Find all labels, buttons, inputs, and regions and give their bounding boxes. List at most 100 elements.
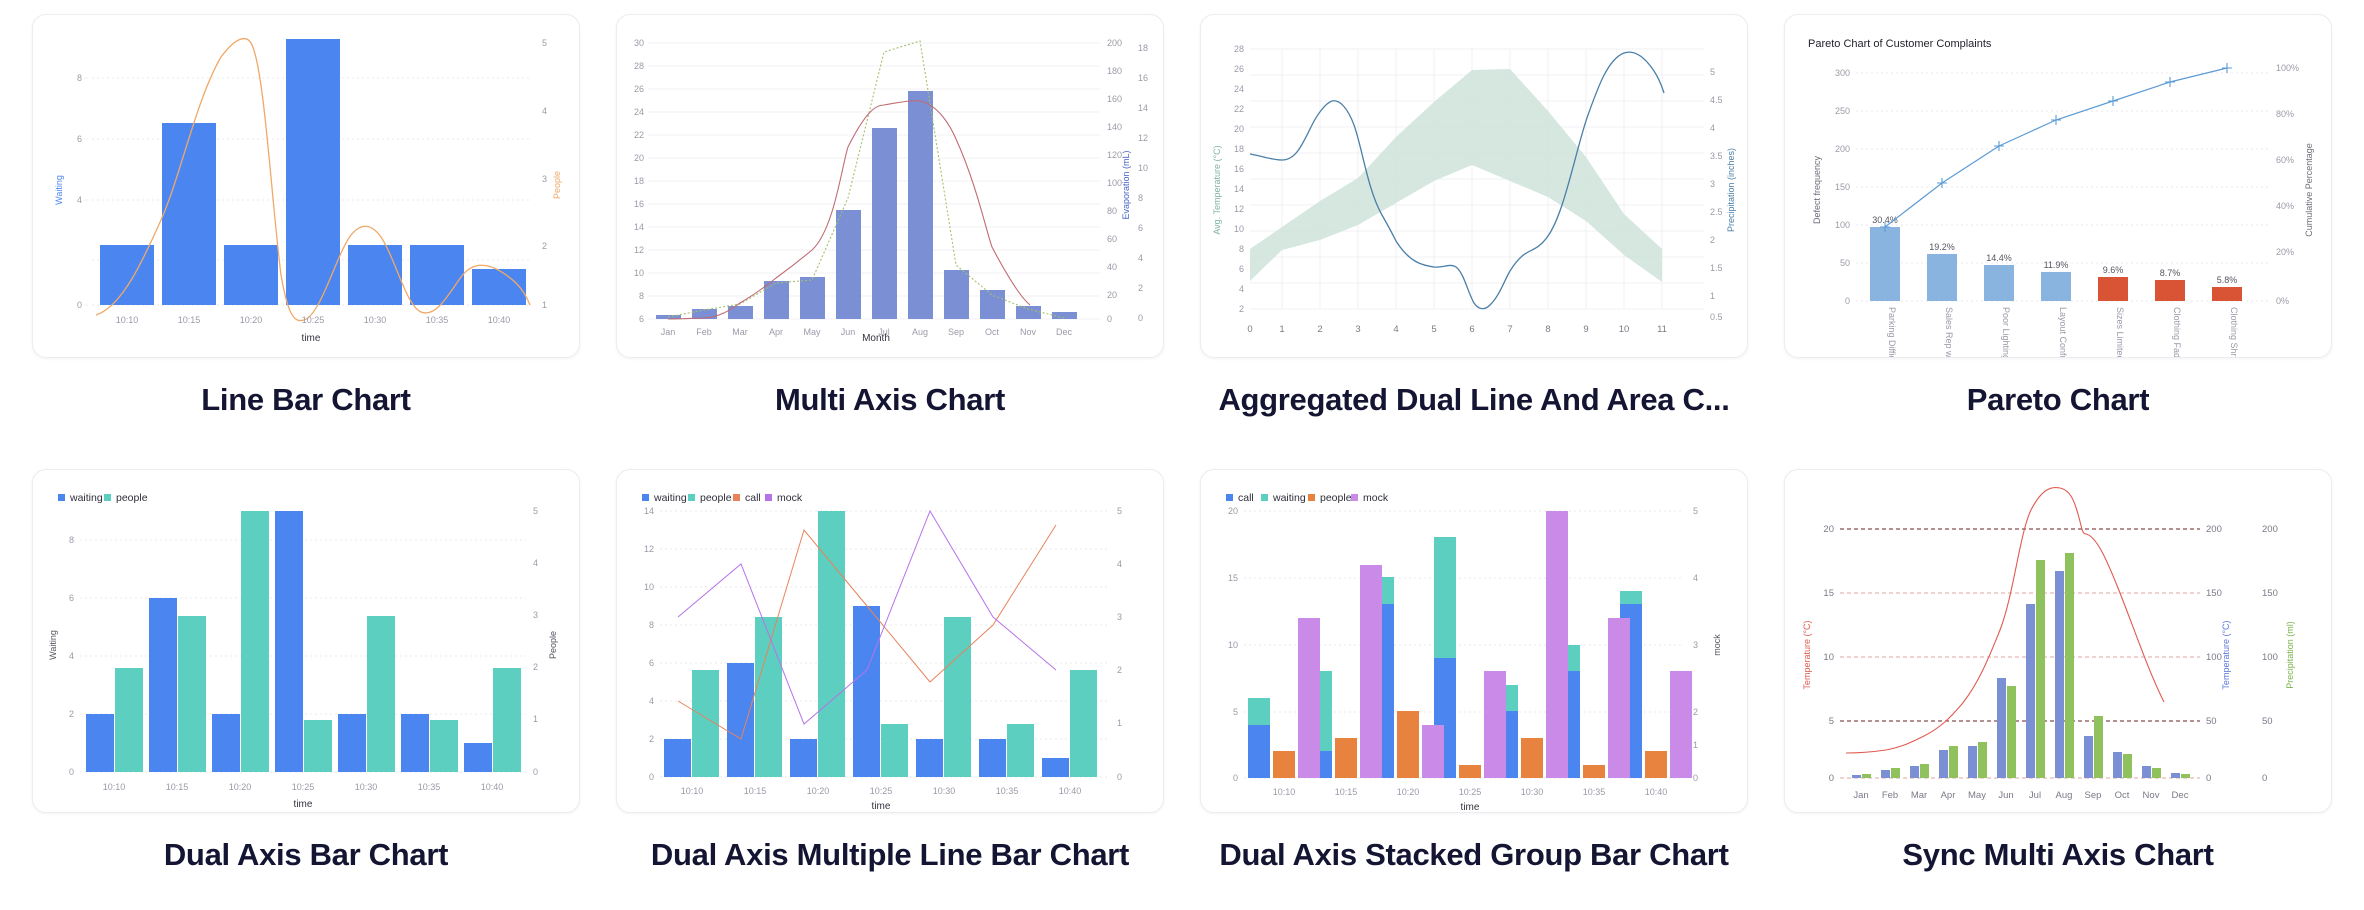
chart-title-multi-axis-chart: Multi Axis Chart bbox=[774, 382, 1006, 417]
svg-text:9: 9 bbox=[1583, 324, 1588, 335]
svg-text:8: 8 bbox=[77, 73, 82, 83]
svg-text:0: 0 bbox=[2206, 773, 2211, 784]
chart-card-sync-multi-axis-chart[interactable]: 20 15 10 5 0 200 150 100 50 0 200 150 10… bbox=[1784, 469, 2332, 813]
svg-text:26: 26 bbox=[1234, 64, 1244, 74]
svg-text:10:10: 10:10 bbox=[103, 782, 126, 792]
svg-text:10:15: 10:15 bbox=[744, 786, 767, 796]
svg-text:3: 3 bbox=[1355, 324, 1360, 335]
svg-text:3: 3 bbox=[533, 610, 538, 620]
pareto-chart-svg: Pareto Chart of Customer Complaints bbox=[1808, 38, 2314, 358]
bars-mock[interactable] bbox=[1298, 511, 1692, 778]
svg-text:20: 20 bbox=[1823, 524, 1834, 535]
y-axis-right-title: Precipitation (inches) bbox=[1726, 148, 1736, 232]
precipitation-line bbox=[667, 40, 1065, 319]
y-axis-right-ticks: 5 4 3 2 1 0 bbox=[533, 506, 538, 777]
y-axis-right-ticks: 5 4 3 2 1 bbox=[542, 38, 547, 310]
temperature-line bbox=[667, 100, 1031, 320]
legend-label-waiting: waiting bbox=[1272, 492, 1306, 504]
y-axis-right1-title: Temperature (°C) bbox=[2221, 620, 2231, 689]
svg-text:10:35: 10:35 bbox=[996, 786, 1019, 796]
gallery-cell-aggregated-dual-line-area[interactable]: 28 26 24 22 20 18 16 14 12 10 8 6 4 2 5 bbox=[1182, 0, 1766, 455]
chart-card-dual-axis-bar-chart[interactable]: waiting people bbox=[32, 469, 580, 813]
bars-waiting[interactable] bbox=[86, 511, 492, 772]
chart-card-dual-axis-stacked-group-bar[interactable]: call waiting people mock bbox=[1200, 469, 1748, 813]
bars-people[interactable] bbox=[692, 511, 1097, 777]
svg-text:11: 11 bbox=[1657, 324, 1667, 335]
gallery-cell-dual-axis-multiple-line-bar[interactable]: waiting people call mock bbox=[598, 455, 1182, 910]
y-axis-right2-ticks: 18 16 14 12 10 8 6 4 2 0 bbox=[1138, 43, 1148, 323]
svg-text:10: 10 bbox=[1228, 640, 1238, 650]
svg-text:8: 8 bbox=[649, 620, 654, 630]
svg-text:12: 12 bbox=[1138, 133, 1148, 143]
svg-text:2.5: 2.5 bbox=[1710, 207, 1723, 217]
svg-text:Jul: Jul bbox=[2029, 790, 2041, 801]
bars[interactable] bbox=[1870, 227, 2242, 301]
svg-text:May: May bbox=[803, 327, 821, 337]
svg-text:6: 6 bbox=[1239, 264, 1244, 274]
chart-title-pareto-chart: Pareto Chart bbox=[1966, 382, 2150, 417]
svg-text:2: 2 bbox=[69, 709, 74, 719]
bars[interactable] bbox=[100, 39, 526, 305]
svg-text:0: 0 bbox=[1845, 296, 1850, 306]
legend[interactable]: waiting people call mock bbox=[642, 492, 803, 504]
svg-text:Nov: Nov bbox=[2143, 790, 2160, 801]
svg-text:6: 6 bbox=[649, 658, 654, 668]
gallery-cell-line-bar-chart[interactable]: 8 6 4 0 5 4 3 2 1 Waiting People bbox=[14, 0, 598, 455]
y-axis-right1-ticks: 200 150 100 50 0 bbox=[2206, 524, 2222, 784]
svg-text:10:20: 10:20 bbox=[229, 782, 252, 792]
svg-text:200: 200 bbox=[2262, 524, 2278, 535]
bars-people[interactable] bbox=[115, 511, 521, 772]
svg-text:0: 0 bbox=[1107, 314, 1112, 324]
chart-card-dual-axis-multiple-line-bar[interactable]: waiting people call mock bbox=[616, 469, 1164, 813]
gallery-cell-dual-axis-stacked-group-bar[interactable]: call waiting people mock bbox=[1182, 455, 1766, 910]
chart-card-line-bar-chart[interactable]: 8 6 4 0 5 4 3 2 1 Waiting People bbox=[32, 14, 580, 358]
bars-temperature[interactable] bbox=[1852, 571, 2180, 778]
svg-text:2: 2 bbox=[1117, 665, 1122, 675]
legend-label-people: people bbox=[116, 492, 148, 504]
mock-line bbox=[677, 509, 1057, 725]
legend-swatch-waiting bbox=[642, 494, 649, 501]
svg-text:10:10: 10:10 bbox=[681, 786, 704, 796]
svg-text:2: 2 bbox=[533, 662, 538, 672]
chart-card-pareto-chart[interactable]: Pareto Chart of Customer Complaints bbox=[1784, 14, 2332, 358]
gallery-cell-dual-axis-bar-chart[interactable]: waiting people bbox=[14, 455, 598, 910]
temperature-band-area bbox=[1250, 69, 1662, 282]
chart-card-aggregated-dual-line-area[interactable]: 28 26 24 22 20 18 16 14 12 10 8 6 4 2 5 bbox=[1200, 14, 1748, 358]
svg-text:0.5: 0.5 bbox=[1710, 312, 1723, 322]
svg-text:2: 2 bbox=[1710, 235, 1715, 245]
chart-card-multi-axis-chart[interactable]: 30 28 26 24 22 20 18 16 14 12 10 8 6 200… bbox=[616, 14, 1164, 358]
svg-text:Clothing Shrank: Clothing Shrank bbox=[2229, 307, 2239, 358]
svg-text:20: 20 bbox=[634, 153, 644, 163]
y-axis-right-ticks: 5 4 3 2 1 0 bbox=[1693, 506, 1698, 783]
x-axis-ticks: Jan Feb Mar Apr May Jun Jul Aug Sep Oct … bbox=[661, 327, 1073, 337]
svg-text:24: 24 bbox=[1234, 84, 1244, 94]
legend-swatch-mock bbox=[765, 494, 772, 501]
svg-text:100%: 100% bbox=[2276, 63, 2299, 73]
y-axis-left-title: Temperature (°C) bbox=[1802, 620, 1812, 689]
y-axis-right2-ticks: 200 150 100 50 0 bbox=[2262, 524, 2278, 784]
bars-people[interactable] bbox=[1273, 711, 1667, 778]
svg-text:3.5: 3.5 bbox=[1710, 151, 1723, 161]
svg-text:40: 40 bbox=[1107, 262, 1117, 272]
bars-precipitation[interactable] bbox=[1862, 553, 2190, 778]
y-axis-left-ticks: 20 15 10 5 0 bbox=[1823, 524, 1834, 784]
svg-text:4: 4 bbox=[1239, 284, 1244, 294]
gallery-cell-sync-multi-axis-chart[interactable]: 20 15 10 5 0 200 150 100 50 0 200 150 10… bbox=[1766, 455, 2350, 910]
svg-text:6: 6 bbox=[77, 134, 82, 144]
pareto-chart-heading: Pareto Chart of Customer Complaints bbox=[1808, 38, 1992, 50]
svg-text:200: 200 bbox=[1835, 144, 1850, 154]
bars-waiting[interactable] bbox=[664, 606, 1069, 777]
gallery-cell-multi-axis-chart[interactable]: 30 28 26 24 22 20 18 16 14 12 10 8 6 200… bbox=[598, 0, 1182, 455]
chart-title-aggregated-dual-line-area: Aggregated Dual Line And Area C... bbox=[1218, 382, 1730, 417]
svg-text:3: 3 bbox=[1693, 640, 1698, 650]
chart-title-line-bar-chart: Line Bar Chart bbox=[201, 382, 411, 417]
svg-text:8: 8 bbox=[1545, 324, 1550, 335]
svg-text:100: 100 bbox=[2206, 652, 2222, 663]
svg-text:Layout Confusing: Layout Confusing bbox=[2058, 307, 2068, 358]
gallery-cell-pareto-chart[interactable]: Pareto Chart of Customer Complaints bbox=[1766, 0, 2350, 455]
svg-text:10:35: 10:35 bbox=[418, 782, 441, 792]
legend[interactable]: call waiting people mock bbox=[1226, 492, 1389, 504]
svg-text:Feb: Feb bbox=[1882, 790, 1898, 801]
legend[interactable]: waiting people bbox=[58, 492, 148, 504]
svg-text:80%: 80% bbox=[2276, 109, 2294, 119]
